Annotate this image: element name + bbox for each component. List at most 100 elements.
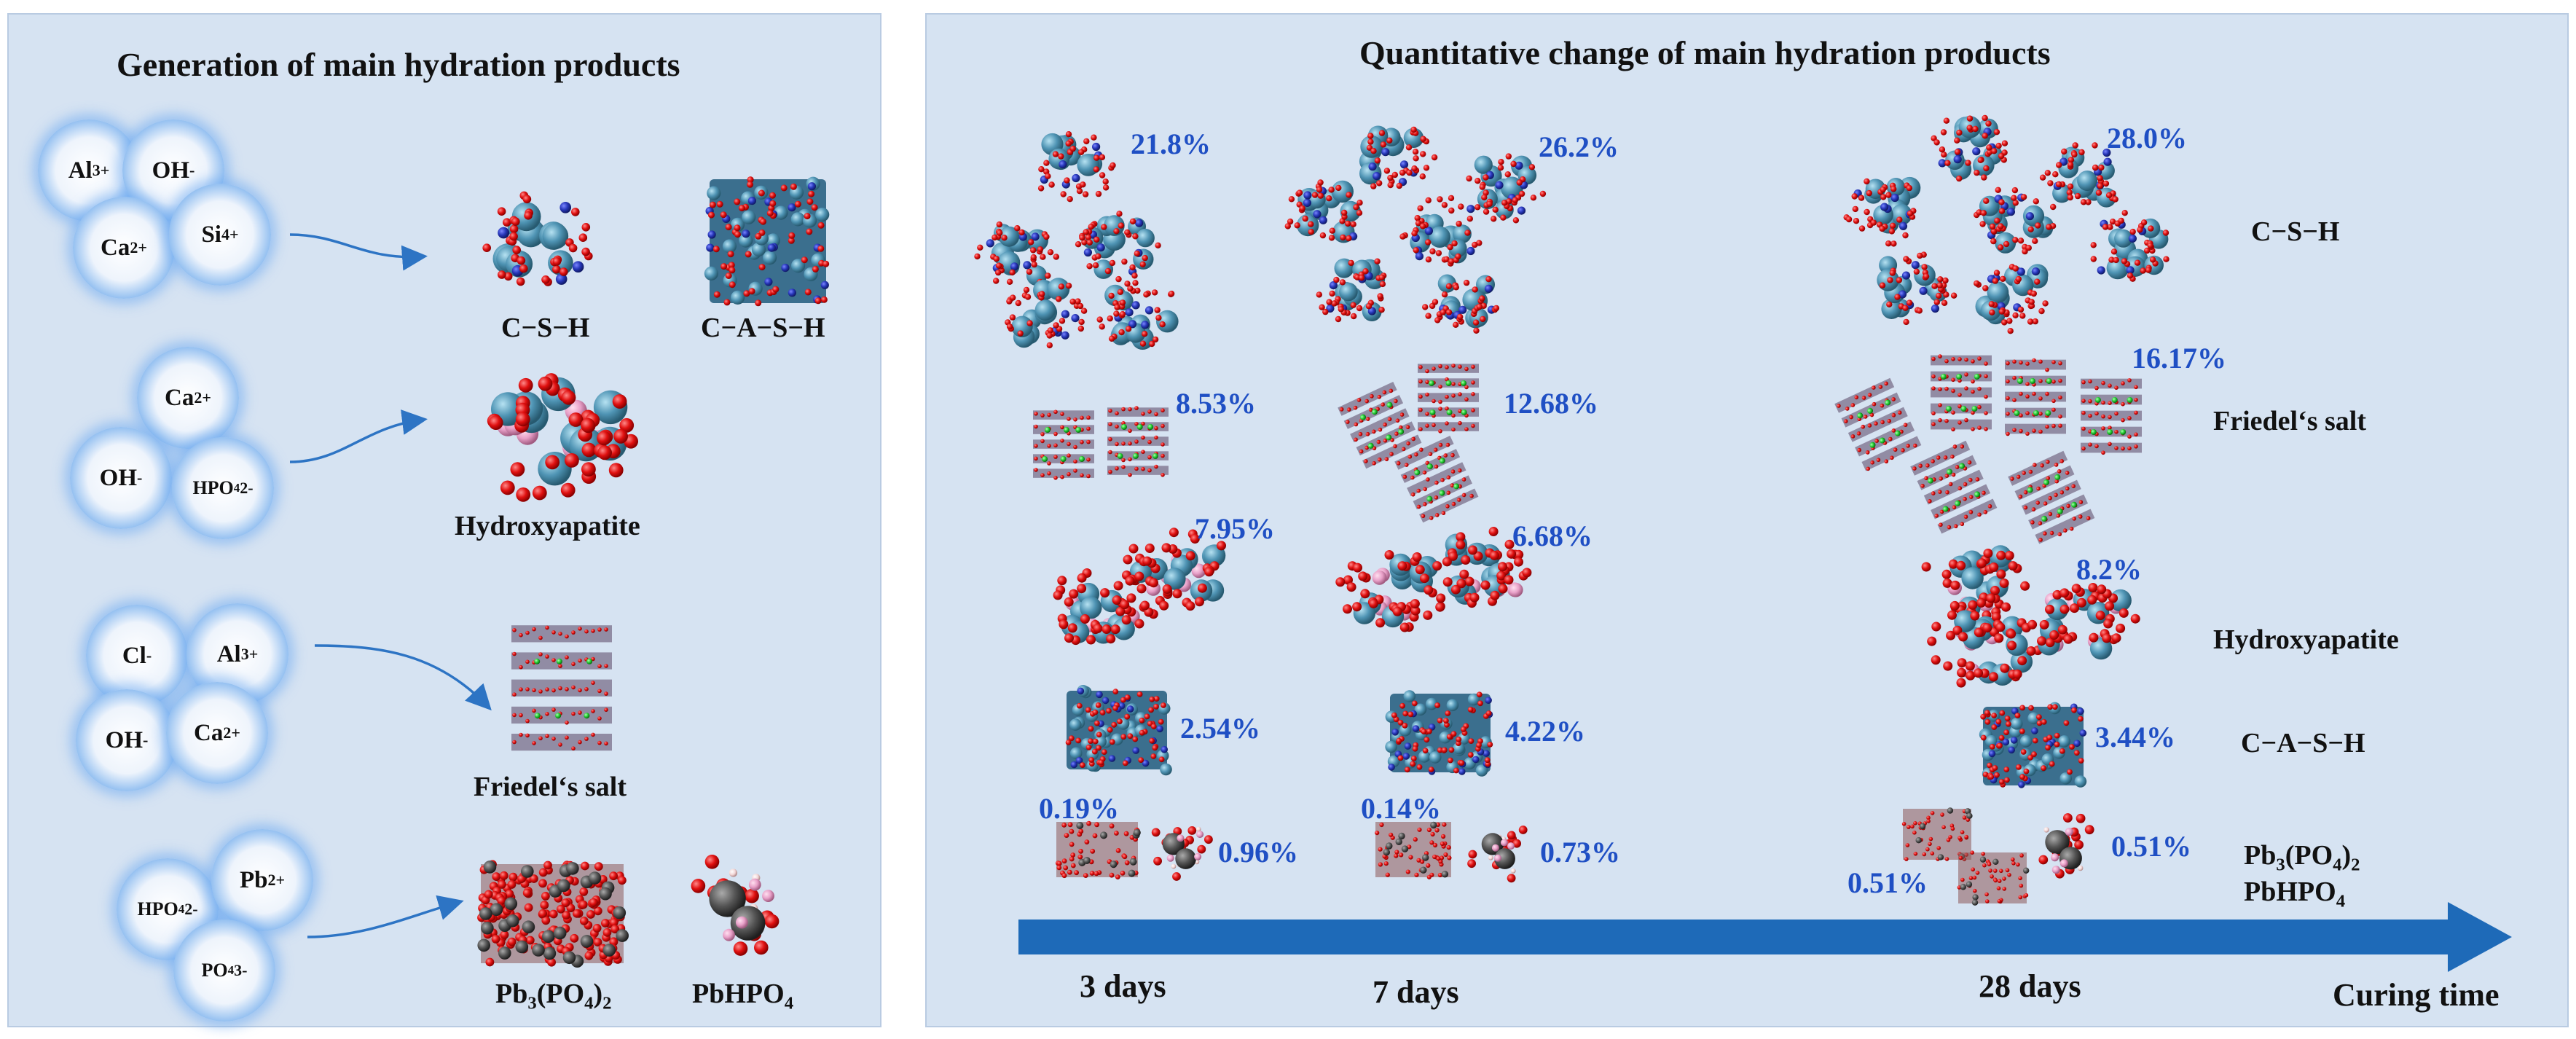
mol-csh-2-2 bbox=[1843, 176, 1921, 247]
mol-csh-left bbox=[482, 191, 593, 286]
mol-pb3-7d bbox=[1375, 821, 1452, 879]
pct-hap-7d: 6.68% bbox=[1512, 520, 1593, 552]
pct-cash-28d: 3.44% bbox=[2095, 721, 2175, 753]
pct-friedel-28d: 16.17% bbox=[2132, 342, 2226, 375]
mol-csh-2-1 bbox=[2039, 142, 2118, 208]
pct-friedel-3d: 8.53% bbox=[1176, 387, 1256, 420]
curing-time-arrow bbox=[1018, 902, 2512, 972]
mol-csh-1-2 bbox=[1284, 179, 1363, 243]
mol-csh-2-0 bbox=[1931, 114, 2008, 182]
ion-si4: Si 4+ bbox=[169, 184, 271, 286]
mol-friedel-28d-f bbox=[2008, 450, 2095, 544]
left-label-cash: C−A−S−H bbox=[701, 313, 825, 343]
mol-hap-28d-b bbox=[1927, 610, 2043, 688]
pct-pb3-7d: 0.14% bbox=[1361, 792, 1441, 825]
left-label-pb3po42: Pb3(PO4)2 bbox=[495, 979, 612, 1013]
pct-hap-28d: 8.2% bbox=[2076, 553, 2142, 586]
row-label-csh: C−S−H bbox=[2251, 216, 2340, 247]
day-label-7: 7 days bbox=[1373, 974, 1459, 1010]
row-label-pb3po42: Pb3(PO4)2 bbox=[2244, 840, 2360, 875]
pct-pbhpo4-7d: 0.73% bbox=[1540, 836, 1620, 869]
day-label-3: 3 days bbox=[1080, 968, 1166, 1004]
pct-cash-7d: 4.22% bbox=[1505, 715, 1585, 748]
row-label-cash: C−A−S−H bbox=[2241, 728, 2365, 758]
mol-friedel-28d-a bbox=[1834, 377, 1922, 471]
pct-pbhpo4-28d: 0.51% bbox=[2111, 830, 2191, 863]
left-label-csh: C−S−H bbox=[501, 313, 590, 343]
row-label-pbhpo4: PbHPO4 bbox=[2244, 877, 2346, 911]
mol-friedel-left bbox=[511, 625, 612, 751]
ion-hpo4: HPO 4 2- bbox=[172, 437, 274, 539]
mol-csh-0-3 bbox=[1005, 278, 1088, 349]
mol-pbhpo4-left bbox=[691, 855, 780, 956]
left-panel-title: Generation of main hydration products bbox=[117, 46, 680, 83]
ion-oh: OH - bbox=[76, 689, 178, 791]
mol-friedel-28d-e bbox=[1910, 440, 1998, 534]
mol-friedel-28d-c bbox=[2005, 358, 2066, 436]
ion-ca2: Ca 2+ bbox=[137, 347, 239, 449]
mol-csh-2-3 bbox=[1974, 187, 2057, 255]
curing-time-label: Curing time bbox=[2333, 977, 2500, 1013]
mol-hap-left bbox=[487, 373, 638, 502]
row-label-hydroxyapatite: Hydroxyapatite bbox=[2213, 624, 2399, 655]
mol-hap-7d-a bbox=[1335, 550, 1446, 632]
ion-ca2: Ca 2+ bbox=[73, 197, 175, 299]
mol-csh-2-6 bbox=[1974, 264, 2049, 334]
reaction-arrow-1 bbox=[289, 233, 428, 271]
mol-hap-3d-a bbox=[1053, 568, 1158, 646]
mol-friedel-28d-d bbox=[2081, 378, 2142, 455]
mol-csh-1-1 bbox=[1466, 153, 1547, 224]
mol-cash-28d bbox=[1979, 702, 2087, 788]
left-label-pbhpo4: PbHPO4 bbox=[692, 979, 794, 1013]
mol-friedel-3d-b bbox=[1107, 406, 1169, 477]
reaction-arrow-3 bbox=[314, 644, 492, 711]
pct-friedel-7d: 12.68% bbox=[1504, 387, 1598, 420]
mol-cash-left bbox=[704, 176, 830, 307]
mol-pbhpo4-7d bbox=[1467, 826, 1528, 883]
mol-cash-3d bbox=[1065, 685, 1172, 776]
mol-pb3-3d bbox=[1056, 820, 1141, 879]
mol-hap-7d-b bbox=[1432, 527, 1532, 608]
mol-pb3-28d-b bbox=[1957, 850, 2030, 906]
ion-pb2: Pb 2+ bbox=[211, 829, 313, 931]
mol-pb3po42-left bbox=[477, 860, 629, 968]
pct-csh-28d: 28.0% bbox=[2107, 122, 2187, 154]
mol-csh-1-4 bbox=[1316, 258, 1387, 323]
mol-pbhpo4-28d bbox=[2038, 813, 2094, 879]
mol-csh-1-3 bbox=[1399, 195, 1483, 267]
ion-po4: PO 4 3- bbox=[173, 920, 275, 1022]
mol-friedel-28d-b bbox=[1931, 354, 1992, 432]
mol-friedel-7d-a bbox=[1338, 381, 1422, 469]
mol-csh-1-0 bbox=[1359, 125, 1438, 189]
mol-csh-2-5 bbox=[1877, 251, 1957, 326]
ion-oh: OH - bbox=[70, 427, 172, 529]
mol-friedel-7d-b bbox=[1418, 364, 1479, 434]
mol-pb3-28d-a bbox=[1901, 807, 1973, 862]
left-label-hydroxyapatite: Hydroxyapatite bbox=[455, 511, 640, 541]
reaction-arrow-2 bbox=[289, 409, 428, 463]
mol-csh-0-0 bbox=[1037, 131, 1116, 203]
day-label-28: 28 days bbox=[1979, 968, 2081, 1004]
pct-hap-3d: 7.95% bbox=[1195, 512, 1275, 545]
mol-csh-2-4 bbox=[2090, 210, 2169, 282]
left-label-friedel: Friedel‘s salt bbox=[474, 772, 627, 802]
mol-csh-1-5 bbox=[1422, 274, 1500, 334]
mol-hap-3d-b bbox=[1122, 528, 1226, 611]
pct-pb3-3d: 0.19% bbox=[1039, 792, 1119, 825]
mol-friedel-3d-a bbox=[1033, 409, 1094, 480]
pct-pb3-28d: 0.51% bbox=[1847, 866, 1928, 899]
mol-cash-7d bbox=[1385, 690, 1493, 777]
mol-csh-0-1 bbox=[974, 221, 1060, 286]
mol-csh-0-2 bbox=[1075, 211, 1161, 283]
pct-csh-3d: 21.8% bbox=[1131, 128, 1211, 160]
mol-pbhpo4-3d bbox=[1151, 826, 1213, 881]
ion-ca2: Ca 2+ bbox=[166, 682, 268, 784]
mol-hap-28d-c bbox=[2027, 583, 2140, 660]
pct-pbhpo4-3d: 0.96% bbox=[1218, 836, 1298, 869]
reaction-arrow-4 bbox=[307, 895, 464, 938]
row-label-friedel: Friedel‘s salt bbox=[2213, 406, 2367, 436]
pct-cash-3d: 2.54% bbox=[1180, 712, 1260, 745]
mol-csh-0-4 bbox=[1096, 280, 1179, 350]
pct-csh-7d: 26.2% bbox=[1539, 130, 1619, 163]
